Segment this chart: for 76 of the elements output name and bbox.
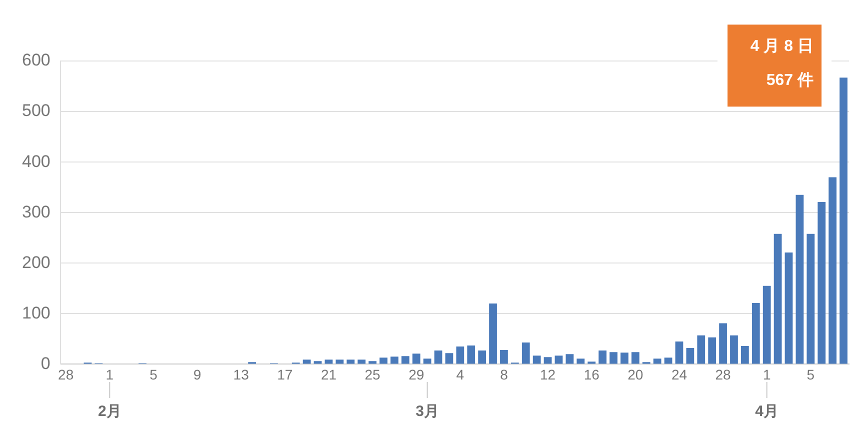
x-tick-label: 4: [456, 366, 464, 382]
bar: [423, 358, 432, 364]
y-tick-label: 100: [22, 303, 50, 322]
bar: [532, 356, 541, 364]
x-tick-label: 5: [150, 366, 158, 382]
bar: [566, 354, 574, 364]
bar: [358, 360, 366, 364]
bar: [336, 360, 344, 364]
bar: [445, 353, 454, 364]
bar: [686, 348, 694, 364]
bar: [368, 361, 376, 364]
x-tick-label: 13: [233, 366, 250, 382]
bar: [664, 358, 672, 364]
x-tick-label: 16: [584, 366, 600, 382]
bar: [796, 194, 804, 364]
bar: [762, 286, 771, 364]
y-tick-label: 300: [22, 202, 50, 222]
bar: [522, 342, 530, 364]
bar: [610, 352, 618, 364]
bar: [741, 346, 749, 364]
bar: [401, 356, 410, 364]
bar: [719, 323, 727, 364]
bar: [314, 361, 322, 364]
bar: [456, 346, 464, 364]
bar: [774, 234, 782, 364]
y-tick-label: 200: [22, 252, 50, 272]
bar: [302, 360, 311, 364]
bar: [554, 356, 563, 364]
y-tick-label: 0: [40, 354, 50, 373]
x-tick-label: 8: [500, 366, 508, 382]
x-tick-label: 28: [715, 366, 732, 382]
bar: [598, 350, 606, 364]
bar: [434, 350, 442, 364]
bar: [500, 350, 508, 364]
bar: [784, 252, 793, 364]
bar: [390, 356, 398, 364]
bar: [489, 304, 497, 364]
x-tick-label: 28: [58, 366, 74, 382]
y-tick-label: 600: [22, 50, 50, 70]
y-tick-label: 400: [22, 152, 50, 171]
bar: [730, 335, 738, 364]
bar: [346, 360, 355, 364]
bar: [631, 352, 640, 364]
x-tick-label: 5: [806, 366, 815, 382]
x-tick-label: 24: [671, 366, 688, 382]
bar: [544, 357, 552, 364]
x-tick-label: 1: [106, 366, 114, 382]
x-tick-label: 25: [364, 366, 381, 382]
bar: [697, 335, 706, 364]
y-tick-label: 500: [22, 101, 50, 120]
bar: [324, 360, 333, 364]
annotation: 4 月 8 日 567 件: [750, 38, 814, 90]
x-tick-label: 20: [628, 366, 644, 382]
x-tick-label: 9: [193, 366, 202, 382]
bar: [412, 354, 420, 364]
bar: [828, 177, 837, 364]
annotation: 2月: [98, 403, 122, 420]
x-tick-label: 29: [408, 366, 424, 382]
annotation: 4月: [755, 403, 779, 420]
annotation: 3月: [416, 403, 439, 420]
bar: [380, 358, 388, 364]
x-tick-label: 12: [540, 366, 556, 382]
bar: [576, 358, 585, 364]
x-tick-label: 1: [762, 366, 771, 382]
bar: [840, 78, 848, 364]
bar: [620, 352, 628, 364]
x-tick-label: 21: [320, 366, 337, 382]
bar: [675, 341, 684, 364]
bar: [478, 350, 486, 364]
bar: [653, 358, 662, 364]
x-tick-label: 17: [277, 366, 293, 382]
bar: [708, 337, 716, 364]
bar: [818, 202, 826, 364]
bar: [806, 234, 815, 364]
bar: [752, 303, 760, 364]
bar: [467, 346, 476, 364]
